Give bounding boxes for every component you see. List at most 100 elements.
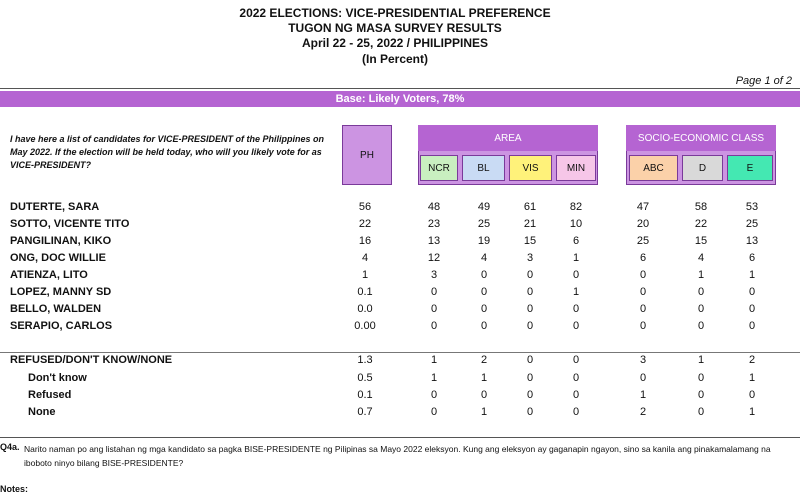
row-label: DUTERTE, SARA: [10, 201, 100, 213]
row-label: ONG, DOC WILLIE: [10, 252, 106, 264]
column-header: ABC: [629, 155, 678, 181]
cell: 1.3: [357, 354, 373, 366]
cell: 1: [748, 269, 756, 281]
cell: 0: [430, 320, 438, 332]
cell: 1: [748, 372, 756, 384]
column-header: BL: [462, 155, 505, 181]
cell: 25: [477, 218, 491, 230]
cell: 0: [526, 372, 534, 384]
cell: 16: [358, 235, 372, 247]
column-header: E: [727, 155, 773, 181]
row-label: REFUSED/DON'T KNOW/NONE: [10, 354, 173, 366]
column-header: MIN: [556, 155, 596, 181]
cell: 0: [526, 389, 534, 401]
row-label: Don't know: [28, 372, 87, 384]
cell: 2: [639, 406, 647, 418]
cell: 4: [697, 252, 705, 264]
cell: 0: [697, 389, 705, 401]
cell: 0: [572, 303, 580, 315]
cell: 0: [639, 320, 647, 332]
cell: 0: [480, 286, 488, 298]
cell: 1: [430, 354, 438, 366]
question: I have here a list of candidates for VIC…: [10, 134, 325, 170]
cell: 0: [430, 389, 438, 401]
cell: 1: [697, 269, 705, 281]
cell: 0.7: [357, 406, 373, 418]
column-header: D: [682, 155, 723, 181]
cell: 1: [748, 406, 756, 418]
cell: 21: [523, 218, 537, 230]
cell: 4: [480, 252, 488, 264]
cell: 61: [523, 201, 537, 213]
cell: 0: [526, 286, 534, 298]
cell: 0: [572, 406, 580, 418]
title-line: 2022 ELECTIONS: VICE-PRESIDENTIAL PREFER…: [239, 6, 551, 20]
notes: Notes:: [0, 484, 29, 494]
cell: 0.1: [357, 286, 373, 298]
cell: 1: [430, 372, 438, 384]
row-label: Refused: [28, 389, 72, 401]
row-label: SERAPIO, CARLOS: [10, 320, 113, 332]
cell: 0: [480, 303, 488, 315]
row-label: BELLO, WALDEN: [10, 303, 102, 315]
cell: 0: [639, 286, 647, 298]
title-line: (In Percent): [361, 52, 428, 66]
cell: 6: [572, 235, 580, 247]
cell: 1: [572, 286, 580, 298]
cell: 0: [639, 303, 647, 315]
row-label: PANGILINAN, KIKO: [10, 235, 112, 247]
cell: 49: [477, 201, 491, 213]
cell: 0: [572, 389, 580, 401]
cell: 0: [572, 372, 580, 384]
cell: 2: [748, 354, 756, 366]
cell: 0: [526, 406, 534, 418]
cell: 1: [361, 269, 369, 281]
column-header: VIS: [509, 155, 552, 181]
row-label: ATIENZA, LITO: [10, 269, 88, 281]
cell: 0: [697, 303, 705, 315]
cell: 0: [480, 320, 488, 332]
base-bar: [0, 91, 800, 107]
cell: 48: [427, 201, 441, 213]
cell: 0: [748, 286, 756, 298]
question-text: Narito naman po ang listahan ng mga kand…: [24, 444, 771, 468]
ph-header: PH: [342, 125, 392, 185]
cell: 2: [480, 354, 488, 366]
cell: 0: [526, 303, 534, 315]
cell: 0: [697, 372, 705, 384]
cell: 13: [427, 235, 441, 247]
cell: 1: [480, 372, 488, 384]
title-line: April 22 - 25, 2022 / PHILIPPINES: [301, 36, 489, 50]
cell: 6: [748, 252, 756, 264]
cell: 15: [523, 235, 537, 247]
cell: 0: [639, 269, 647, 281]
cell: 58: [694, 201, 708, 213]
cell: 1: [572, 252, 580, 264]
cell: 0: [697, 406, 705, 418]
cell: 0: [430, 303, 438, 315]
row-label: SOTTO, VICENTE TITO: [10, 218, 130, 230]
cell: 56: [358, 201, 372, 213]
cell: 0: [430, 406, 438, 418]
cell: 25: [636, 235, 650, 247]
cell: 0.0: [357, 303, 373, 315]
cell: 0: [526, 354, 534, 366]
row-label: None: [28, 406, 56, 418]
column-header: NCR: [420, 155, 458, 181]
cell: 0: [572, 269, 580, 281]
group-header: AREA: [418, 125, 598, 151]
cell: 0: [430, 286, 438, 298]
cell: 0.1: [357, 389, 373, 401]
cell: 10: [569, 218, 583, 230]
cell: 1: [480, 406, 488, 418]
group-header: SOCIO-ECONOMIC CLASS: [626, 125, 776, 151]
cell: 0: [572, 320, 580, 332]
cell: 3: [526, 252, 534, 264]
cell: 0: [697, 320, 705, 332]
cell: 25: [745, 218, 759, 230]
rule: [0, 352, 800, 353]
cell: 0: [748, 320, 756, 332]
cell: 19: [477, 235, 491, 247]
cell: 47: [636, 201, 650, 213]
